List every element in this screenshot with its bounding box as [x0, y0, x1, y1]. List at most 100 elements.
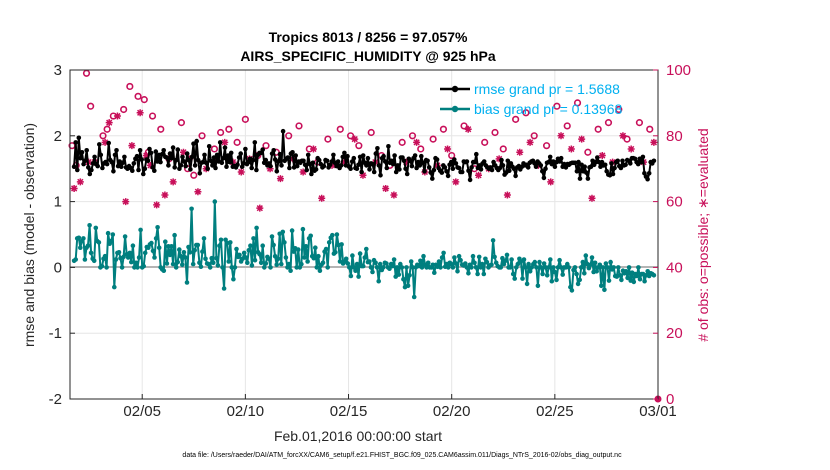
bias-point — [472, 260, 477, 266]
bias-point — [432, 270, 437, 276]
bias-point — [534, 265, 539, 270]
y-tick-label: 3 — [54, 62, 62, 79]
bias-point — [503, 258, 508, 264]
bias-point — [549, 278, 555, 284]
bias-point — [608, 259, 613, 265]
bias-point — [271, 242, 276, 248]
rmse-point — [214, 152, 220, 158]
rmse-point — [178, 163, 184, 168]
legend: rmse grand pr = 1.5688 bias grand pr = 0… — [440, 81, 622, 117]
bias-point — [603, 261, 609, 266]
x-tick-label: 02/10 — [227, 403, 265, 420]
rmse-point — [208, 158, 214, 164]
rmse-point — [338, 163, 344, 168]
obs-possible-point — [225, 125, 233, 133]
bias-point — [218, 237, 224, 243]
bias-point — [180, 262, 185, 268]
rmse-point — [450, 166, 456, 171]
obs-evaluated-point — [237, 168, 245, 176]
obs-possible-point — [126, 82, 134, 91]
obs-possible-point — [99, 132, 107, 140]
bias-point — [325, 265, 331, 270]
bias-point — [396, 272, 402, 277]
bias-point — [391, 257, 397, 262]
bias-point — [241, 250, 247, 256]
obs-possible-point — [512, 115, 520, 123]
rmse-point — [159, 151, 165, 157]
y-tick-label: 1 — [54, 194, 62, 211]
rmse-point — [445, 173, 451, 179]
bias-point — [353, 268, 358, 274]
bias-point — [526, 261, 531, 267]
obs-possible-point — [367, 128, 375, 137]
obs-possible-point — [177, 119, 186, 127]
bias-point — [228, 240, 233, 245]
bias-point — [320, 260, 326, 266]
rmse-point — [122, 154, 127, 160]
bias-point — [195, 242, 201, 248]
rmse-point — [360, 153, 366, 158]
y-tick-label: -1 — [49, 325, 62, 342]
bias-point — [119, 265, 125, 270]
bias-point — [112, 284, 117, 290]
bias-point — [356, 274, 361, 279]
rmse-point — [210, 163, 215, 168]
rmse-point — [301, 158, 306, 164]
bias-point — [314, 265, 320, 270]
bias-point — [288, 268, 293, 274]
bias-point — [121, 254, 126, 260]
obs-evaluated-point — [567, 145, 575, 153]
bias-point — [551, 265, 556, 270]
rmse-point — [293, 153, 299, 158]
rmse-point — [533, 164, 539, 169]
obs-evaluated-point — [128, 142, 136, 150]
rmse-point — [235, 162, 240, 168]
y2-axis-label: # of obs: o=possible; ∗=evaluated — [695, 128, 711, 341]
rmse-point — [610, 171, 616, 177]
obs-possible-point — [615, 105, 623, 114]
obs-possible-point — [635, 119, 644, 127]
bias-point — [187, 250, 193, 255]
rmse-point — [310, 160, 316, 166]
rmse-point — [397, 167, 402, 172]
rmse-point — [364, 163, 369, 168]
legend-bias-label: bias grand pr = 0.13968 — [474, 101, 622, 117]
bias-point — [198, 264, 204, 270]
obs-evaluated-point — [351, 135, 359, 143]
bias-point — [418, 258, 423, 264]
bias-point — [135, 265, 140, 270]
bias-point — [552, 269, 558, 275]
rmse-point — [86, 165, 91, 170]
bias-point — [592, 260, 598, 266]
bias-point — [546, 265, 551, 270]
rmse-point — [139, 157, 144, 162]
obs-evaluated-point — [299, 168, 307, 176]
bias-point — [538, 265, 544, 270]
bias-point — [326, 240, 332, 245]
bias-point — [282, 240, 287, 245]
y-tick-label: 0 — [54, 259, 62, 276]
plot-area — [70, 70, 658, 399]
obs-evaluated-point — [169, 178, 177, 186]
rmse-point — [459, 169, 465, 175]
rmse-point — [639, 159, 644, 165]
obs-possible-point — [623, 135, 631, 143]
bias-point — [541, 261, 547, 266]
bias-point — [367, 259, 372, 264]
bias-point — [589, 255, 595, 260]
data-file-footnote: data file: /Users/raeder/DAI/ATM_forcXX/… — [182, 452, 622, 459]
obs-possible-point — [429, 135, 437, 143]
bias-point — [438, 265, 443, 270]
bias-point — [274, 262, 280, 268]
bias-point — [105, 230, 111, 236]
obs-possible-point — [499, 145, 507, 153]
bias-point — [560, 272, 565, 277]
rmse-point — [431, 167, 437, 173]
obs-evaluated-point — [340, 158, 348, 166]
rmse-point — [260, 147, 266, 152]
rmse-point — [79, 150, 85, 155]
x-tick-label: 02/05 — [123, 403, 161, 420]
rmse-point — [164, 155, 170, 160]
bias-point — [200, 249, 205, 254]
rmse-point — [254, 167, 259, 173]
